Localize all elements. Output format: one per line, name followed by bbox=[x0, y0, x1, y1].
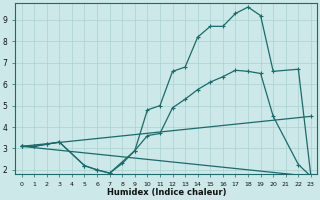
X-axis label: Humidex (Indice chaleur): Humidex (Indice chaleur) bbox=[107, 188, 226, 197]
